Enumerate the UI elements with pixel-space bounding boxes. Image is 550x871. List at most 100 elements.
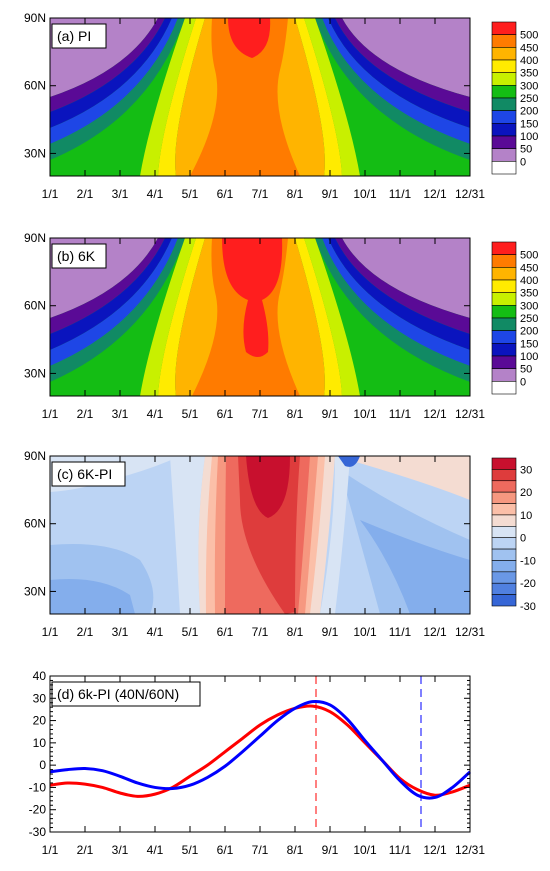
colorbar-cell — [491, 571, 517, 584]
x-tick-label: 6/1 — [217, 187, 234, 201]
x-tick-label: 12/31 — [455, 187, 485, 201]
x-tick-label: 2/1 — [77, 407, 94, 421]
colorbar-cell — [491, 254, 517, 268]
x-tick-label: 11/1 — [389, 187, 412, 201]
colorbar-label: 400 — [520, 55, 538, 67]
colorbar-label: 250 — [520, 313, 538, 325]
x-tick-label: 12/31 — [455, 407, 485, 421]
y-tick-label: 60N — [24, 79, 46, 93]
panel-b: (b) 6K — [49, 237, 471, 397]
colorbar-cell — [491, 537, 517, 550]
x-tick-label: 2/1 — [77, 187, 94, 201]
colorbar-cell — [491, 548, 517, 561]
colorbar-label: 500 — [520, 250, 538, 262]
x-tick-label: 6/1 — [217, 625, 234, 639]
x-tick-label: 3/1 — [112, 187, 129, 201]
x-tick-label: 6/1 — [217, 843, 234, 857]
colorbar-label: 100 — [520, 351, 538, 363]
x-tick-label: 9/1 — [322, 843, 339, 857]
panel-d-vlines — [315, 676, 422, 832]
x-tick-label: 7/1 — [252, 843, 269, 857]
colorbar-cell — [491, 161, 517, 175]
colorbar-cell — [491, 526, 517, 538]
y-tick-label: 60N — [24, 517, 46, 531]
x-tick-label: 4/1 — [147, 843, 164, 857]
y-tick-label: 40 — [33, 669, 47, 683]
colorbar-label: 20 — [520, 487, 532, 499]
colorbar-cell — [491, 72, 517, 86]
colorbar-cell — [491, 135, 517, 149]
panel-b-title-box — [51, 243, 107, 269]
colorbar-cell — [491, 21, 517, 35]
colorbar-cell — [491, 305, 517, 319]
panel-c-title: (c) 6K-PI — [57, 466, 112, 482]
y-tick-label: -20 — [29, 803, 47, 817]
colorbar-label: 450 — [520, 42, 538, 54]
axis-ticks: 1/1 2/1 3/1 4/1 5/1 6/1 7/1 8/1 9/1 10/1 11/1 12/1 1… — [24, 11, 485, 857]
x-tick-label: 11/1 — [389, 407, 412, 421]
colorbar-cell — [491, 381, 517, 395]
colorbar-cell — [491, 582, 517, 595]
series-line — [49, 704, 471, 798]
x-tick-label: 12/1 — [423, 625, 447, 639]
colorbar-cell — [491, 241, 517, 255]
x-tick-label: 2/1 — [77, 625, 94, 639]
x-tick-label: 6/1 — [217, 407, 234, 421]
y-tick-label: -10 — [29, 780, 47, 794]
y-tick-label: 90N — [24, 11, 46, 25]
x-tick-label: 12/1 — [423, 187, 447, 201]
colorbar-cell — [491, 560, 517, 573]
colorbar-cell — [491, 491, 517, 504]
x-tick-label: 4/1 — [147, 187, 164, 201]
panel-d-title-box — [51, 681, 201, 707]
colorbar-cell — [491, 279, 517, 293]
panel-a-field — [50, 18, 470, 176]
colorbar-cell — [491, 34, 517, 48]
colorbar-label: 500 — [520, 30, 538, 42]
x-tick-label: 1/1 — [42, 407, 59, 421]
colorbar-cell — [491, 343, 517, 357]
x-tick-label: 4/1 — [147, 625, 164, 639]
y-tick-label: 20 — [33, 714, 47, 728]
y-tick-label: 90N — [24, 449, 46, 463]
x-tick-label: 7/1 — [252, 187, 269, 201]
x-tick-label: 10/1 — [353, 407, 377, 421]
colorbar-label: 150 — [520, 118, 538, 130]
panel-d-title: (d) 6k-PI (40N/60N) — [57, 686, 179, 702]
panel-a-title: (a) PI — [57, 28, 91, 44]
colorbar-label: 450 — [520, 262, 538, 274]
x-tick-label: 5/1 — [182, 187, 199, 201]
x-tick-label: 9/1 — [322, 187, 339, 201]
y-tick-label: -30 — [29, 825, 47, 839]
colorbar-cell — [491, 480, 517, 493]
colorbar-label: 0 — [520, 533, 526, 545]
x-tick-label: 8/1 — [287, 407, 304, 421]
colorbar-label: 300 — [520, 300, 538, 312]
x-tick-label: 5/1 — [182, 407, 199, 421]
colorbar-label: 300 — [520, 80, 538, 92]
colorbar-cell — [491, 330, 517, 344]
colorbar-cell — [491, 110, 517, 124]
x-tick-label: 3/1 — [112, 407, 129, 421]
x-tick-label: 11/1 — [389, 625, 412, 639]
colorbar-cell — [491, 148, 517, 162]
panel-d-series — [49, 699, 472, 800]
colorbar-cell — [491, 317, 517, 331]
x-tick-label: 1/1 — [42, 625, 59, 639]
x-tick-label: 10/1 — [353, 187, 377, 201]
colorbar-label: -20 — [520, 578, 536, 590]
x-tick-label: 10/1 — [353, 625, 377, 639]
x-tick-label: 2/1 — [77, 843, 94, 857]
colorbar-cell — [491, 59, 517, 73]
x-tick-label: 9/1 — [322, 625, 339, 639]
series-line — [49, 699, 472, 800]
x-tick-label: 8/1 — [287, 625, 304, 639]
panel-c: (c) 6K-PI — [49, 455, 471, 615]
x-tick-label: 5/1 — [182, 843, 199, 857]
y-tick-label: 0 — [39, 758, 46, 772]
colorbar-cell — [491, 503, 517, 516]
colorbar-cell — [491, 292, 517, 306]
x-tick-label: 7/1 — [252, 407, 269, 421]
colorbar-cell — [491, 355, 517, 369]
colorbars: 5004504003503002502001501005005004504003… — [491, 21, 538, 613]
